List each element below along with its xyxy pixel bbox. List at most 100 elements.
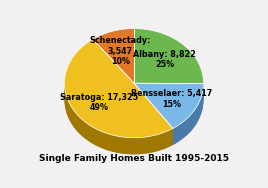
Polygon shape	[171, 128, 173, 146]
Polygon shape	[119, 136, 121, 153]
Polygon shape	[77, 114, 78, 132]
Polygon shape	[66, 95, 67, 113]
Polygon shape	[134, 83, 203, 100]
Polygon shape	[140, 137, 143, 154]
Polygon shape	[191, 114, 192, 131]
Polygon shape	[157, 134, 159, 151]
Polygon shape	[184, 121, 185, 137]
Polygon shape	[136, 138, 138, 154]
Text: Rensselaer: 5,417
15%: Rensselaer: 5,417 15%	[131, 89, 213, 109]
Polygon shape	[180, 124, 181, 140]
Polygon shape	[95, 128, 97, 146]
Polygon shape	[90, 125, 91, 143]
Polygon shape	[169, 129, 171, 147]
Polygon shape	[68, 100, 69, 118]
Polygon shape	[121, 137, 123, 154]
Polygon shape	[132, 138, 134, 154]
Polygon shape	[117, 136, 119, 153]
Polygon shape	[134, 83, 203, 128]
Polygon shape	[147, 136, 149, 153]
Polygon shape	[72, 108, 73, 126]
Polygon shape	[134, 83, 173, 145]
Polygon shape	[85, 122, 87, 139]
Polygon shape	[102, 132, 105, 149]
Text: Saratoga: 17,325
49%: Saratoga: 17,325 49%	[60, 93, 138, 112]
Polygon shape	[99, 130, 100, 148]
Polygon shape	[163, 132, 165, 149]
Polygon shape	[179, 124, 180, 141]
Polygon shape	[123, 137, 125, 154]
Polygon shape	[75, 112, 77, 130]
Polygon shape	[193, 111, 194, 128]
Polygon shape	[185, 120, 186, 137]
Polygon shape	[65, 82, 173, 154]
Polygon shape	[65, 39, 173, 138]
Polygon shape	[100, 131, 102, 148]
Polygon shape	[192, 112, 193, 130]
Polygon shape	[91, 126, 93, 144]
Polygon shape	[196, 107, 197, 124]
Polygon shape	[93, 127, 95, 145]
Polygon shape	[167, 130, 169, 148]
Polygon shape	[183, 121, 184, 138]
Polygon shape	[108, 134, 110, 151]
Polygon shape	[82, 119, 83, 137]
Polygon shape	[165, 131, 167, 149]
Polygon shape	[79, 117, 80, 135]
Polygon shape	[115, 136, 117, 153]
Text: Albany: 8,822
25%: Albany: 8,822 25%	[133, 50, 196, 69]
Polygon shape	[188, 117, 189, 134]
Polygon shape	[88, 124, 90, 142]
Polygon shape	[134, 83, 173, 145]
Polygon shape	[173, 84, 203, 145]
Polygon shape	[173, 128, 174, 145]
Polygon shape	[178, 125, 179, 142]
Polygon shape	[159, 133, 161, 151]
Polygon shape	[189, 116, 190, 133]
Polygon shape	[155, 135, 157, 152]
Polygon shape	[67, 99, 68, 117]
Polygon shape	[182, 122, 183, 139]
Polygon shape	[73, 110, 74, 128]
Polygon shape	[174, 127, 175, 144]
Polygon shape	[177, 126, 178, 143]
Polygon shape	[87, 123, 88, 141]
Polygon shape	[97, 129, 99, 147]
Polygon shape	[187, 118, 188, 135]
Polygon shape	[195, 108, 196, 125]
Text: Schenectady:
3,547
10%: Schenectady: 3,547 10%	[90, 36, 151, 66]
Polygon shape	[125, 137, 127, 154]
Polygon shape	[134, 83, 203, 100]
Polygon shape	[134, 138, 136, 154]
Polygon shape	[113, 135, 115, 152]
Polygon shape	[151, 136, 153, 153]
Polygon shape	[105, 133, 106, 150]
Polygon shape	[186, 119, 187, 136]
Polygon shape	[143, 137, 145, 154]
Polygon shape	[80, 118, 82, 136]
Polygon shape	[110, 135, 113, 152]
Polygon shape	[129, 138, 132, 154]
Polygon shape	[153, 135, 155, 152]
Polygon shape	[71, 107, 72, 125]
Polygon shape	[190, 115, 191, 132]
Polygon shape	[161, 133, 163, 150]
Polygon shape	[93, 29, 134, 83]
Polygon shape	[138, 138, 140, 154]
Polygon shape	[197, 105, 198, 122]
Polygon shape	[106, 133, 108, 150]
Polygon shape	[65, 92, 66, 110]
Polygon shape	[78, 115, 79, 133]
Polygon shape	[69, 103, 70, 121]
Polygon shape	[181, 123, 182, 140]
Polygon shape	[134, 29, 203, 84]
Polygon shape	[83, 121, 85, 138]
Text: Single Family Homes Built 1995-2015: Single Family Homes Built 1995-2015	[39, 154, 229, 163]
Polygon shape	[70, 105, 71, 123]
Polygon shape	[127, 137, 129, 154]
Polygon shape	[149, 136, 151, 153]
Polygon shape	[175, 127, 176, 144]
Polygon shape	[176, 126, 177, 143]
Polygon shape	[74, 111, 75, 129]
Polygon shape	[145, 137, 147, 154]
